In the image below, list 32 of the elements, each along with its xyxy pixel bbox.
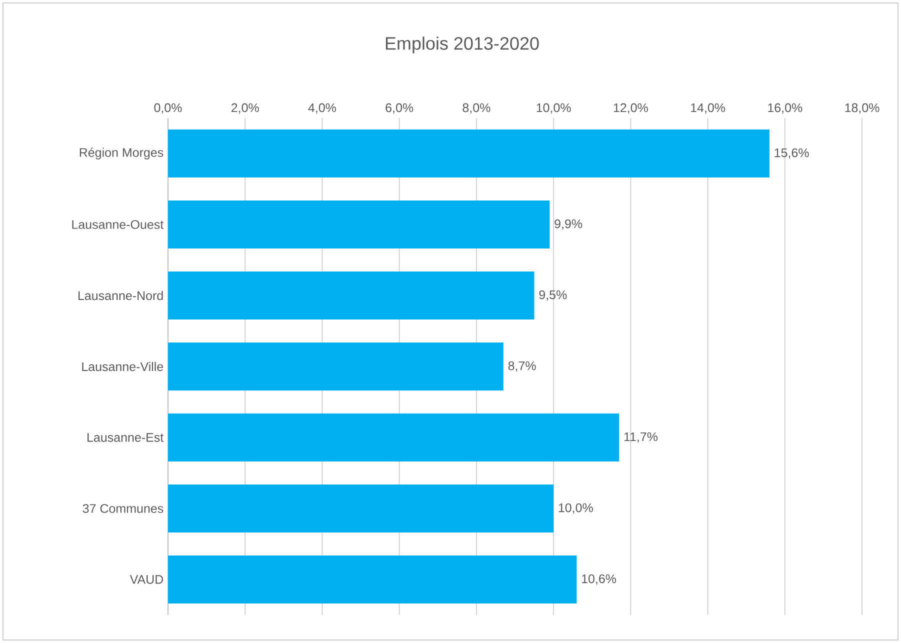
bar	[168, 484, 554, 533]
x-tick-label: 2,0%	[231, 103, 259, 114]
x-tick-label: 0,0%	[154, 103, 182, 114]
x-tick-label: 16,0%	[768, 103, 802, 114]
data-label: 8,7%	[508, 361, 536, 372]
bar	[168, 130, 770, 178]
y-tick-label: 37 Communes	[82, 504, 164, 513]
bar	[168, 200, 550, 249]
x-tick-label: 8,0%	[462, 103, 490, 114]
x-tick-label: 14,0%	[691, 103, 726, 114]
x-tick-label: 18,0%	[845, 103, 880, 114]
data-label: 10,6%	[582, 574, 616, 585]
x-tick-label: 12,0%	[614, 103, 648, 114]
data-label: 15,6%	[774, 148, 809, 159]
y-tick-label: Lausanne-Nord	[78, 290, 163, 300]
y-tick-label: Lausanne-Ouest	[72, 220, 164, 229]
y-tick-label: VAUD	[130, 575, 164, 584]
data-label: 9,5%	[539, 290, 567, 301]
x-tick-label: 6,0%	[386, 103, 414, 114]
y-tick-label: Lausanne-Est	[88, 433, 164, 442]
y-tick-label: Région Morges	[80, 148, 164, 160]
data-label: 10,0%	[558, 503, 593, 514]
chart-title: Emplois 2013-2020	[386, 36, 539, 54]
bar	[168, 342, 504, 391]
bar	[168, 556, 577, 604]
bar	[168, 272, 534, 320]
x-tick-label: 10,0%	[536, 103, 571, 114]
data-label: 9,9%	[554, 219, 582, 230]
bar	[168, 414, 620, 462]
x-tick-label: 4,0%	[308, 103, 336, 114]
y-tick-label: Lausanne-Ville	[82, 362, 164, 372]
data-label: 11,7%	[624, 432, 658, 443]
